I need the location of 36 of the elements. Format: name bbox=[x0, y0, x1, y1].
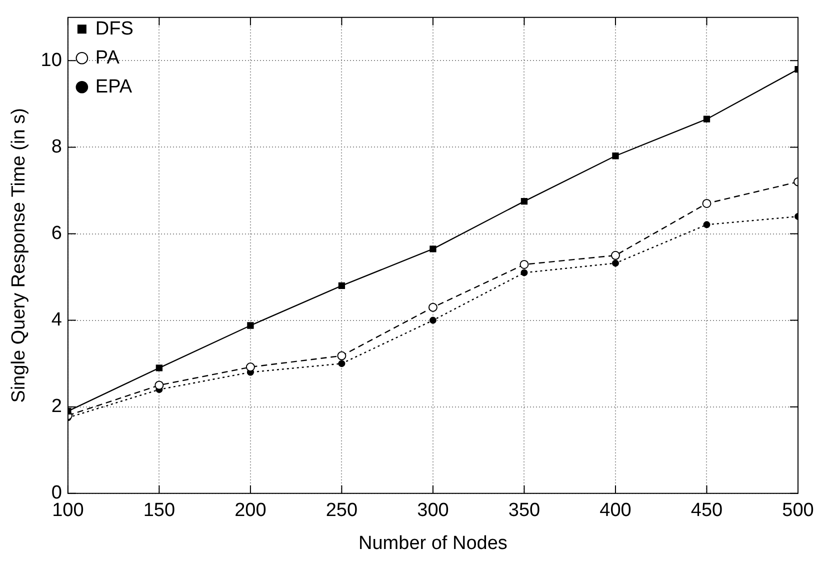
y-tick-label: 10 bbox=[40, 50, 62, 71]
point bbox=[610, 250, 620, 260]
x-tick-label: 200 bbox=[234, 500, 266, 522]
point bbox=[520, 198, 528, 205]
point bbox=[703, 116, 710, 122]
point bbox=[154, 380, 164, 390]
x-tick-label: 500 bbox=[782, 500, 814, 522]
point bbox=[520, 260, 529, 269]
x-tick-label: 400 bbox=[600, 500, 632, 522]
x-axis-title: Number of Nodes bbox=[358, 532, 508, 554]
point bbox=[156, 364, 163, 372]
point bbox=[703, 221, 710, 228]
point bbox=[338, 360, 346, 368]
point bbox=[612, 152, 619, 160]
legend-label: PA bbox=[95, 47, 120, 68]
point bbox=[612, 260, 619, 267]
y-tick-label: 8 bbox=[51, 136, 62, 158]
point bbox=[428, 302, 438, 312]
x-tick-label: 250 bbox=[326, 500, 358, 522]
y-axis-title: Single Query Response Time (in s) bbox=[8, 108, 30, 403]
legend-label: DFS bbox=[95, 18, 134, 40]
point bbox=[429, 316, 436, 324]
point bbox=[702, 198, 712, 208]
point bbox=[430, 246, 436, 252]
x-tick-label: 450 bbox=[690, 500, 723, 522]
y-tick-label: 4 bbox=[51, 310, 62, 331]
x-tick-label: 350 bbox=[508, 500, 540, 522]
x-tick-label: 300 bbox=[417, 500, 449, 522]
point bbox=[337, 351, 346, 360]
x-tick-label: 150 bbox=[143, 500, 176, 522]
point bbox=[338, 282, 346, 290]
point bbox=[520, 269, 528, 276]
legend-label: EPA bbox=[95, 76, 132, 98]
y-tick-label: 6 bbox=[51, 223, 62, 244]
y-tick-label: 2 bbox=[51, 396, 62, 418]
point bbox=[247, 322, 254, 329]
